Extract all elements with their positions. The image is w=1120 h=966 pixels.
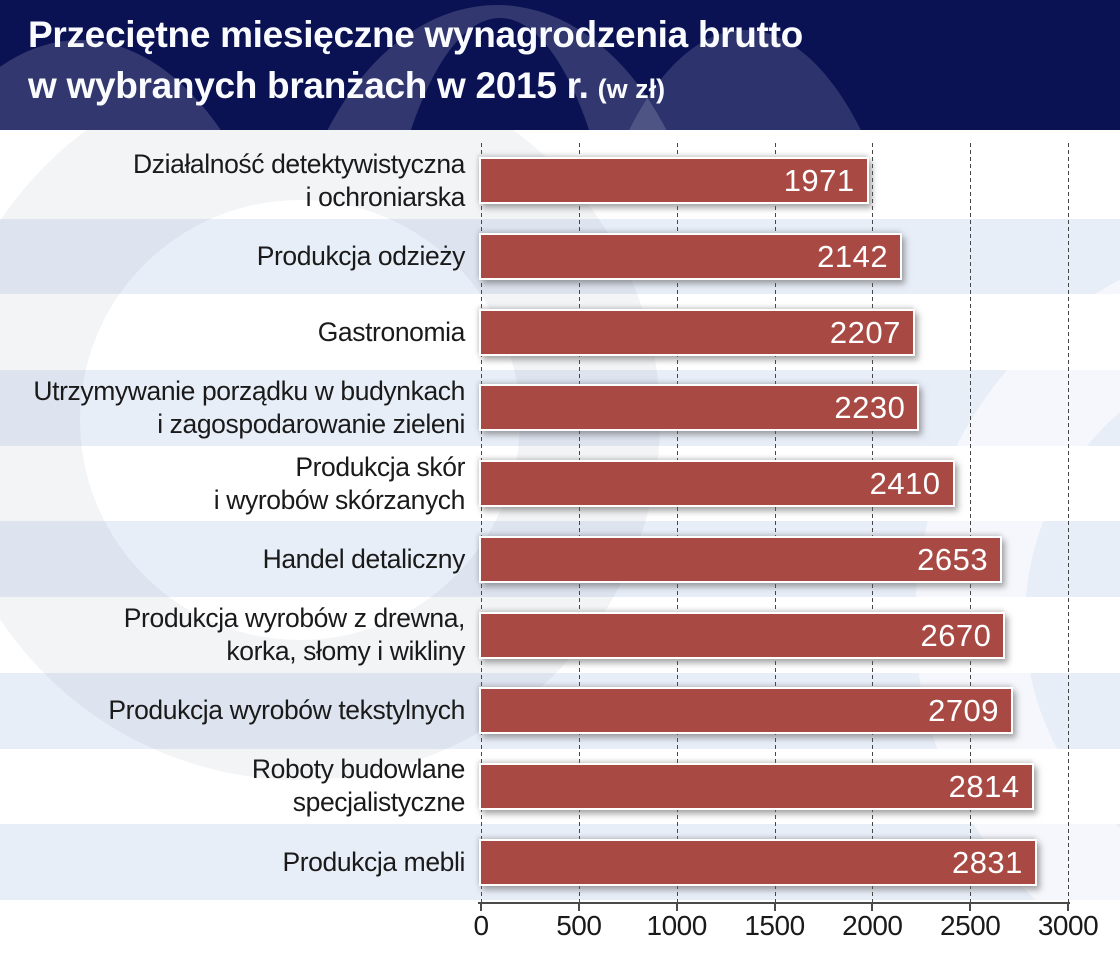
chart-title-line1: Przeciętne miesięczne wynagrodzenia brut… [28,14,803,55]
bar-chart: Działalność detektywistyczna i ochroniar… [0,130,1120,966]
row-stripe [0,370,1120,446]
x-axis-tick-label: 0 [473,910,489,941]
x-axis-tick-label: 500 [556,910,602,941]
row-stripe [0,748,1120,825]
x-axis-tick-label: 3000 [1037,910,1099,941]
row-stripes [0,143,1120,900]
x-axis-tick-label: 1500 [744,910,805,941]
row-stripe [0,445,1120,522]
chart-title-unit: (w zł) [597,74,666,104]
x-axis-tick [1067,904,1069,911]
chart-title: Przeciętne miesięczne wynagrodzenia brut… [28,10,803,115]
row-stripe [0,824,1120,900]
x-axis-line [478,902,1070,904]
x-axis-tick-label: 2000 [842,910,903,941]
row-stripe [0,597,1120,673]
x-axis-tick [577,904,580,911]
x-axis-tick-label: 1000 [646,910,708,941]
x-axis-tick [773,904,776,911]
row-stripe [0,218,1120,295]
x-axis-tick-label: 2500 [940,910,1001,941]
x-axis-tick [969,904,972,911]
row-stripe [0,521,1120,598]
chart-header: Przeciętne miesięczne wynagrodzenia brut… [0,0,1120,130]
header-logo-watermark [0,5,861,130]
chart-title-line2-text: w wybranych branżach w 2015 r. [28,65,589,106]
x-axis-tick [480,904,482,911]
x-axis-tick [675,904,678,911]
row-stripe [0,143,1120,219]
x-axis-tick [871,904,874,911]
row-stripe [0,294,1120,371]
chart-title-line2: w wybranych branżach w 2015 r. (w zł) [28,60,803,115]
row-stripe [0,672,1120,749]
